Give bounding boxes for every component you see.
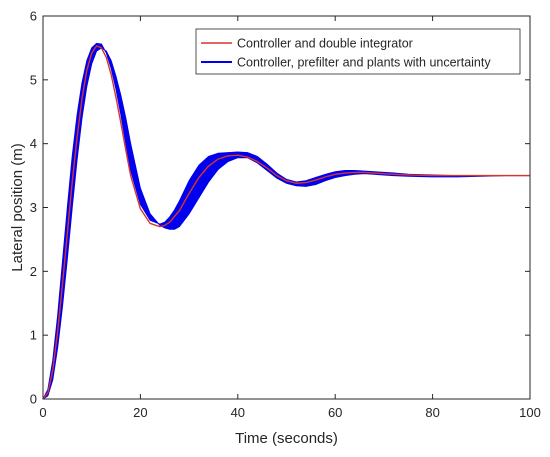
x-tick-label: 100 [519,405,541,420]
y-tick-label: 5 [30,72,37,87]
x-tick-label: 0 [39,405,46,420]
y-axis-label: Lateral position (m) [9,143,26,271]
y-tick-label: 6 [30,9,37,24]
y-tick-label: 0 [30,392,37,407]
x-axis-label: Time (seconds) [235,430,338,447]
legend-label-uncertainty: Controller, prefilter and plants with un… [237,56,491,70]
plot-background [43,16,530,399]
uncertainty-band [43,42,530,399]
series-layer [43,42,530,399]
legend-label-controller: Controller and double integrator [237,37,413,51]
y-tick-label: 3 [30,200,37,215]
ticks-layer: 0 20 40 60 80 100 0 1 2 3 4 5 6 [30,9,541,421]
legend: Controller and double integrator Control… [195,28,521,75]
y-tick-label: 4 [30,136,37,151]
legend-box [195,28,521,75]
x-tick-label: 20 [133,405,147,420]
x-tick-label: 80 [425,405,439,420]
controller-line [43,45,530,399]
x-tick-label: 60 [328,405,342,420]
y-tick-label: 1 [30,328,37,343]
x-tick-label: 40 [231,405,245,420]
y-tick-label: 2 [30,264,37,279]
